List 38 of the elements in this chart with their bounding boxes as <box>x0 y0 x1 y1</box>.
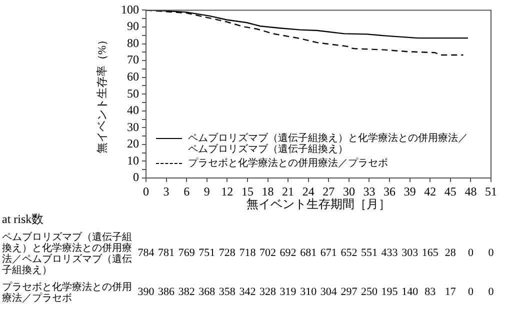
y-tick-label: 10 <box>127 153 139 168</box>
y-tick-label: 90 <box>127 19 139 34</box>
y-tick-label: 0 <box>133 170 139 184</box>
y-tick-label: 40 <box>127 103 139 118</box>
x-tick-label: 9 <box>204 184 210 198</box>
x-tick-label: 24 <box>302 184 314 198</box>
text: 784 781 769 751 728 718 702 692 681 671 652 551 433 303 165 28 0 0 <box>138 247 494 259</box>
x-tick-label: 18 <box>262 184 274 198</box>
x-tick-label: 48 <box>464 184 477 198</box>
x-tick-label: 51 <box>485 184 497 198</box>
x-tick-label: 39 <box>404 184 416 198</box>
x-tick-label: 27 <box>322 184 335 198</box>
y-tick-label: 100 <box>121 2 139 16</box>
text: ペムブロリズマブ（遺伝子組換え）と化学療法との併用療法／ペムブロリズマブ（遺伝子組換え） <box>2 232 133 276</box>
x-tick-label: 3 <box>163 184 170 198</box>
text: 390 386 382 368 358 342 328 319 310 304 297 250 195 140 83 17 0 0 <box>138 286 494 298</box>
legend-label: プラセボと化学療法との併用療法／プラセボ <box>188 158 388 169</box>
y-tick-label: 20 <box>127 136 139 151</box>
x-tick-label: 12 <box>221 184 234 198</box>
x-tick-label: 42 <box>424 184 436 198</box>
x-tick-label: 33 <box>363 184 376 198</box>
y-tick-label: 80 <box>127 36 139 50</box>
x-tick-label: 45 <box>444 184 456 198</box>
y-axis-title: 無イベント生存率（%） <box>95 34 108 154</box>
x-tick-label: 6 <box>184 184 190 198</box>
text: プラセボと化学療法との併用療法／プラセボ <box>2 282 133 304</box>
legend-label: ペムブロリズマブ（遺伝子組換え）と化学療法との併用療法／ペムブロリズマブ（遺伝子組換え） <box>188 133 469 155</box>
x-tick-label: 15 <box>241 184 254 198</box>
x-tick-label: 21 <box>282 184 294 198</box>
y-tick-label: 60 <box>127 69 139 84</box>
y-tick-label: 70 <box>127 52 139 67</box>
x-tick-label: 0 <box>143 184 149 198</box>
y-tick-label: 50 <box>127 86 139 100</box>
x-tick-label: 36 <box>384 184 396 198</box>
x-tick-label: 30 <box>342 184 355 198</box>
y-tick-label: 30 <box>127 120 139 134</box>
text: at risk数 <box>2 212 44 226</box>
x-axis-title: 無イベント生存期間［月］ <box>246 196 390 211</box>
